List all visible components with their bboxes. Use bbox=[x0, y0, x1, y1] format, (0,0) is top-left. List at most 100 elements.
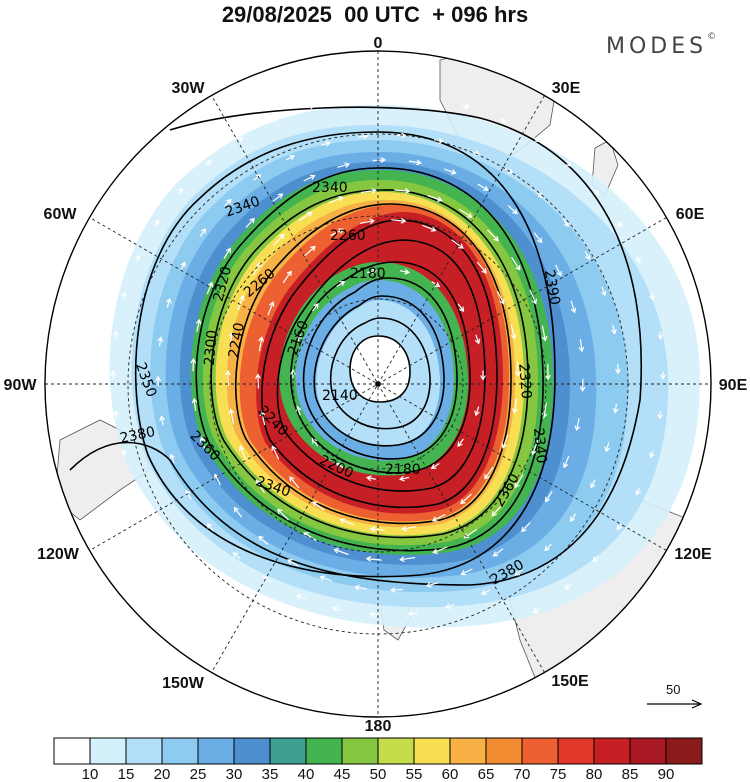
contour-label-2390: 2390 bbox=[541, 268, 563, 306]
wind-vector bbox=[237, 294, 245, 311]
wind-vector bbox=[480, 370, 486, 381]
colorbar-box bbox=[629, 737, 667, 765]
wind-vector bbox=[328, 196, 344, 204]
wind-vector bbox=[521, 522, 531, 533]
colorbar-label: 10 bbox=[82, 766, 99, 782]
contour-inner bbox=[349, 335, 411, 403]
wind-vector bbox=[460, 640, 469, 647]
contour-2360 bbox=[134, 131, 556, 578]
wind-vector bbox=[296, 333, 302, 344]
wind-vector bbox=[427, 194, 443, 202]
wind-vector bbox=[255, 373, 261, 389]
wind-vector bbox=[533, 232, 543, 244]
wind-vector bbox=[121, 449, 128, 458]
colorbar-box bbox=[665, 737, 703, 765]
colorbar-box bbox=[89, 737, 127, 765]
wind-vector bbox=[307, 103, 316, 110]
wind-vector bbox=[365, 556, 382, 562]
wind-vector bbox=[457, 438, 464, 448]
lon-label-30e: 30E bbox=[552, 80, 581, 97]
wind-vector bbox=[457, 303, 465, 313]
wind-vector bbox=[121, 291, 127, 300]
wind-vector bbox=[228, 408, 235, 425]
wind-vector bbox=[564, 583, 571, 590]
colorbar-box bbox=[557, 737, 595, 765]
wind-vector bbox=[269, 627, 278, 633]
wind-vector bbox=[267, 301, 275, 316]
wind-vector bbox=[228, 331, 235, 348]
lon-label-60e: 60E bbox=[676, 206, 705, 223]
wind-vector bbox=[408, 159, 422, 166]
wind-vector bbox=[333, 548, 349, 556]
wind-vector bbox=[169, 453, 175, 464]
wind-vector bbox=[359, 218, 375, 225]
wind-vector bbox=[399, 556, 416, 563]
wind-vector bbox=[570, 300, 577, 314]
wind-vector bbox=[287, 559, 299, 567]
wind-vector bbox=[584, 250, 591, 261]
wind-vector bbox=[593, 188, 599, 196]
wind-vector bbox=[487, 229, 499, 242]
wind-vector bbox=[541, 325, 548, 342]
colorbar-label: 20 bbox=[154, 766, 171, 782]
wind-vector bbox=[154, 522, 160, 530]
lon-label-120e: 120E bbox=[674, 546, 712, 563]
lon-label-30w: 30W bbox=[172, 80, 206, 97]
wind-vector bbox=[304, 245, 316, 257]
wind-vector bbox=[391, 217, 407, 224]
wind-vector bbox=[225, 369, 231, 387]
lon-label-180: 180 bbox=[365, 718, 392, 735]
wind-vector bbox=[458, 208, 473, 218]
wind-vector bbox=[401, 525, 417, 532]
colorbar-box bbox=[233, 737, 271, 765]
wind-vector bbox=[491, 504, 503, 517]
wind-vector bbox=[258, 535, 269, 545]
contour-2380 bbox=[69, 106, 642, 586]
lon-label-120w: 120W bbox=[37, 546, 80, 563]
wind-vector bbox=[496, 290, 505, 305]
wind-vector bbox=[233, 506, 243, 518]
colorbar-label: 45 bbox=[334, 766, 351, 782]
wind-vector bbox=[579, 378, 586, 392]
wind-vector bbox=[195, 318, 202, 332]
lon-label-90w: 90W bbox=[4, 377, 38, 394]
wind-vector bbox=[510, 256, 521, 271]
wind-vector bbox=[484, 466, 494, 480]
wind-vector bbox=[384, 92, 393, 98]
wind-vector bbox=[185, 489, 192, 500]
wind-vector bbox=[282, 270, 292, 284]
contour-2300 bbox=[234, 203, 512, 525]
map-title: 29/08/2025 00 UTC + 096 hrs bbox=[221, 2, 529, 27]
contour-label-2260: 2260 bbox=[330, 228, 366, 244]
contour-2140 bbox=[330, 317, 431, 430]
contour-label-2300: 2300 bbox=[202, 329, 221, 366]
wind-vector bbox=[562, 455, 570, 469]
wind-vector bbox=[578, 339, 585, 353]
wind-vector bbox=[611, 324, 617, 335]
lon-label-90e: 90E bbox=[719, 377, 748, 394]
colorbar-box bbox=[413, 737, 451, 765]
wind-vector bbox=[258, 336, 265, 352]
contour-2260 bbox=[261, 219, 498, 509]
wind-vector bbox=[180, 261, 186, 271]
wind-vector bbox=[369, 526, 385, 533]
wind-vector bbox=[223, 247, 231, 260]
brand-mark: © bbox=[707, 32, 717, 42]
wind-vector bbox=[501, 434, 509, 449]
wind-vector bbox=[431, 513, 446, 522]
lon-label-150e: 150E bbox=[551, 673, 589, 690]
wind-vector bbox=[470, 150, 480, 156]
wind-vector bbox=[303, 174, 316, 182]
wind-vector bbox=[649, 450, 655, 459]
contour-2340 bbox=[195, 167, 544, 552]
wind-vector bbox=[135, 254, 141, 263]
wind-vector bbox=[657, 411, 664, 420]
wind-vector bbox=[394, 188, 411, 194]
wind-vector bbox=[159, 415, 165, 426]
wind-vector bbox=[190, 358, 197, 372]
wind-vector bbox=[245, 217, 255, 228]
wind-vector bbox=[366, 268, 378, 275]
map-disc bbox=[45, 51, 711, 717]
wind-vector bbox=[232, 552, 241, 560]
wind-vector bbox=[273, 233, 285, 246]
